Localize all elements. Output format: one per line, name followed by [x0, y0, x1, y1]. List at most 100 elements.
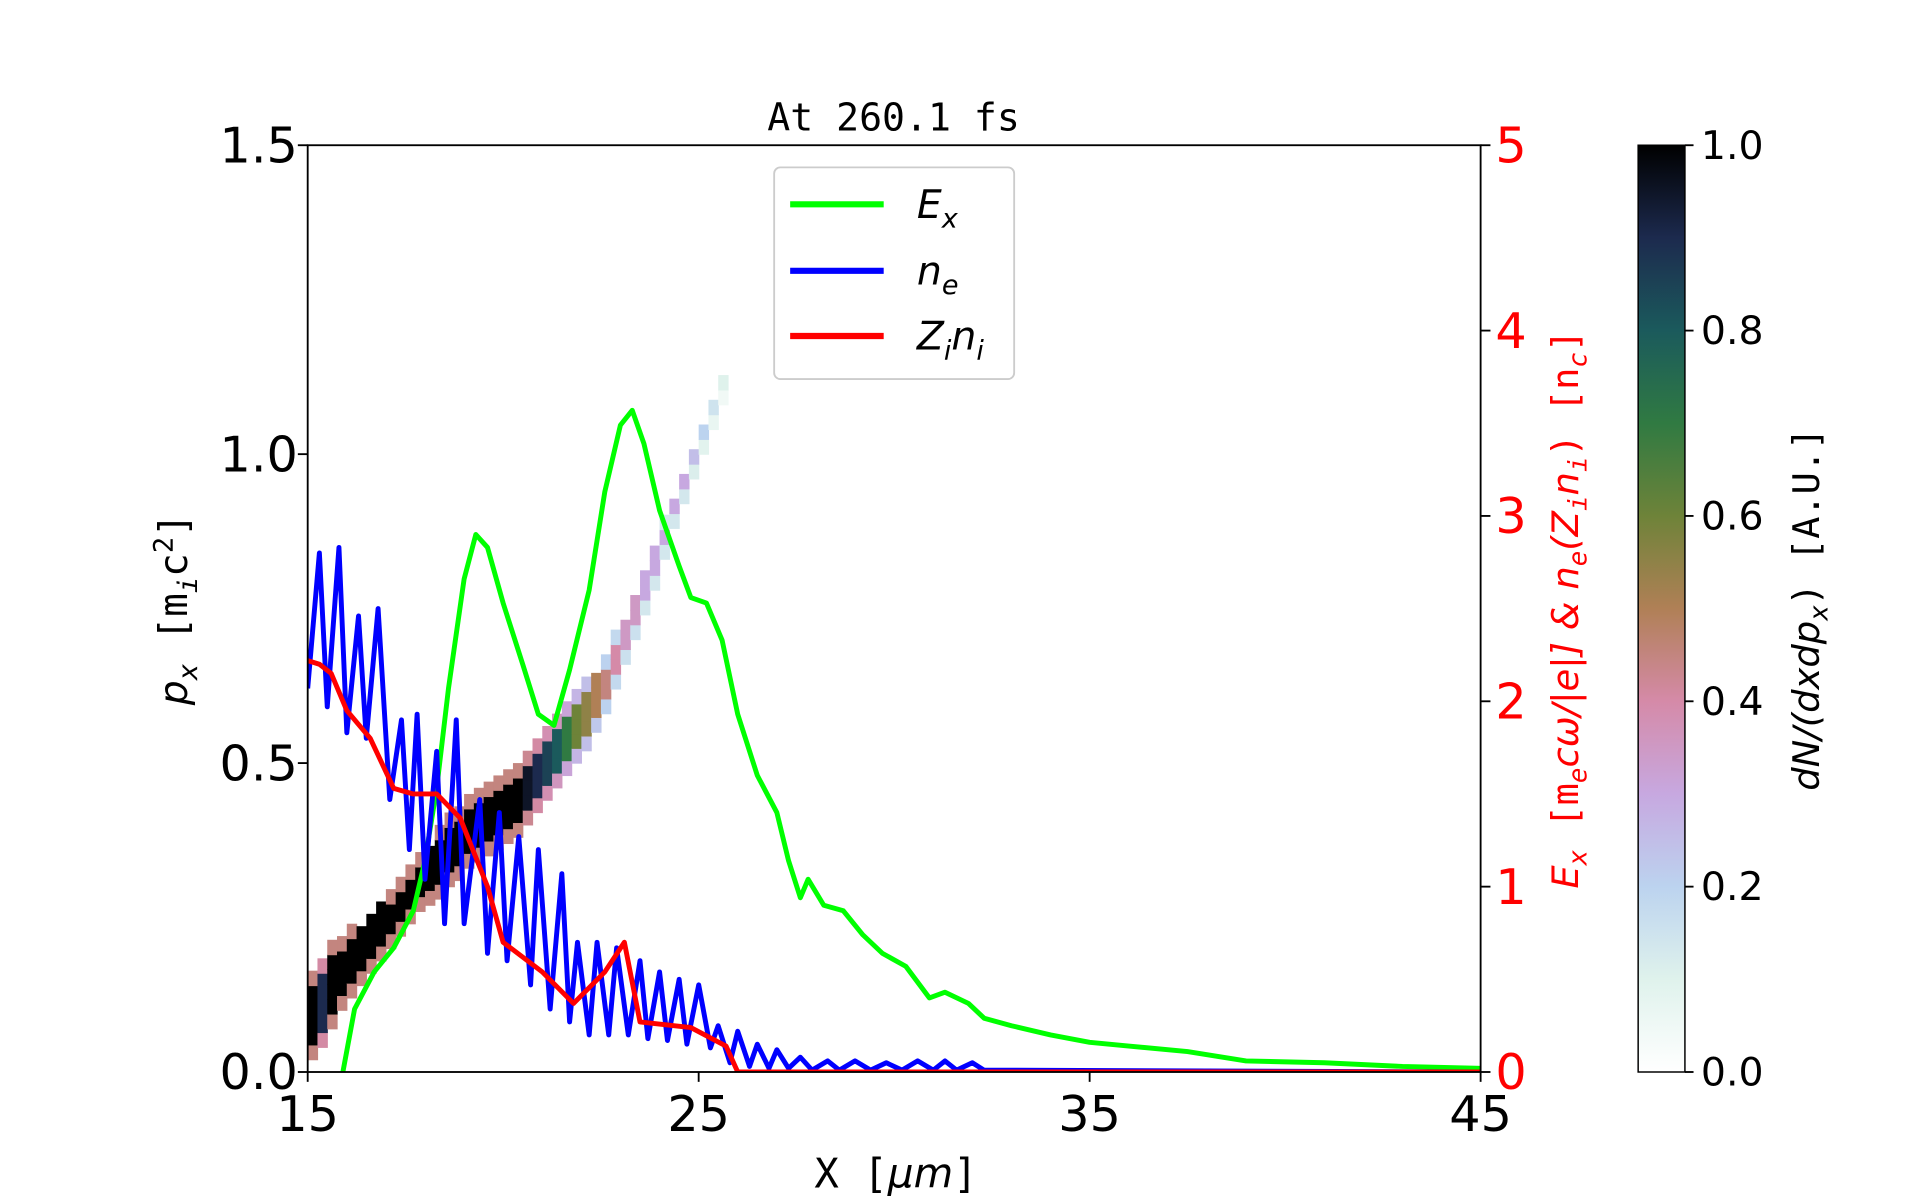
heatmap-cell [581, 735, 592, 752]
heatmap-cell [698, 424, 710, 440]
heatmap-cell [385, 918, 397, 935]
plot-frame [306, 144, 1482, 1073]
heatmap-cell [698, 439, 710, 455]
x-tick-label: 15 [276, 1085, 339, 1143]
heatmap-cell [571, 703, 582, 720]
heatmap-cell [620, 634, 631, 651]
heatmap-cell [688, 449, 700, 465]
heatmap-cell [327, 969, 338, 985]
heatmap-cell [561, 745, 573, 762]
right-y-tick-label: 3 [1495, 487, 1526, 545]
heatmap-cell [532, 782, 543, 799]
heatmap-cell [552, 743, 563, 759]
heatmap-cell [307, 985, 319, 1001]
heatmap-cell [385, 889, 397, 905]
heatmap-cell [376, 945, 387, 962]
colorbar [1637, 144, 1686, 1073]
series-line-ne [307, 544, 1481, 1072]
heatmap-cell [346, 923, 358, 940]
heatmap-cell [346, 953, 358, 969]
heatmap-cell [522, 750, 534, 767]
left-y-axis-label: px [mic2] [148, 513, 204, 706]
heatmap-cell [571, 688, 582, 705]
heatmap-cell [610, 644, 622, 660]
heatmap-cell [552, 772, 563, 789]
heatmap-cell [503, 798, 514, 815]
heatmap-cell [385, 933, 397, 950]
heatmap-cell [473, 832, 485, 848]
heatmap-cell [337, 936, 348, 952]
heatmap-cell [473, 847, 485, 863]
right-y-tick-label: 4 [1495, 302, 1526, 360]
heatmap-cell [552, 728, 563, 744]
heatmap-cell [542, 726, 553, 742]
heatmap-cell [337, 965, 348, 982]
heatmap-cell [630, 624, 641, 641]
heatmap-cell [659, 529, 670, 545]
heatmap-cell [532, 768, 543, 784]
heatmap-cell [522, 765, 534, 781]
heatmap-cell [649, 545, 661, 562]
heatmap-cell [610, 674, 622, 690]
heatmap-cell [434, 869, 446, 885]
right-y-tick-label: 1 [1495, 858, 1526, 916]
heatmap-cell [444, 871, 455, 888]
heatmap-cell [337, 995, 348, 1011]
heatmap-cell [366, 913, 377, 930]
right-y-axis-ticks: 0 1 2 3 4 5 [1480, 116, 1527, 1101]
colorbar-tick-label: 1.0 [1701, 123, 1764, 169]
colorbar-tick-label: 0.0 [1701, 1050, 1764, 1096]
heatmap-cell [415, 896, 426, 912]
legend-label-ne: ne [917, 248, 959, 301]
heatmap-cell [317, 958, 328, 974]
heatmap-cell [317, 1002, 328, 1019]
heatmap-cell [473, 787, 485, 804]
x-axis-ticks: 15 25 35 45 [276, 1072, 1512, 1143]
heatmap-cell [366, 958, 377, 974]
heatmap-cell [395, 891, 407, 908]
heatmap-cell [376, 901, 387, 917]
heatmap-cell [581, 721, 592, 737]
heatmap-cell [307, 970, 319, 987]
heatmap-cell [581, 691, 592, 707]
heatmap-cell [424, 845, 436, 862]
heatmap-cell [366, 943, 377, 959]
heatmap-cell [356, 926, 367, 942]
heatmap-cell [718, 375, 729, 391]
heatmap-cell [630, 609, 641, 626]
heatmap-cell [512, 822, 524, 838]
heatmap-cell [346, 968, 358, 984]
heatmap-cell [640, 599, 651, 616]
legend-box [773, 166, 1016, 380]
heatmap-cell [532, 753, 543, 769]
heatmap-cell [552, 758, 563, 774]
heatmap-cell [483, 811, 495, 827]
heatmap-cell [600, 698, 612, 715]
heatmap-cell [649, 560, 661, 576]
heatmap-cell [337, 950, 348, 967]
heatmap-cell [571, 748, 582, 764]
chart-title: At 260.1 fs [767, 95, 1020, 139]
legend-label-zini: Zini [916, 314, 984, 367]
heatmap-cell [630, 595, 641, 611]
heatmap-cell [415, 852, 426, 868]
heatmap-cell [327, 954, 338, 971]
heatmap-cell [483, 796, 495, 812]
heatmap-cell [317, 1032, 328, 1048]
heatmap-cell [376, 916, 387, 932]
heatmap-cell [503, 784, 514, 800]
heatmap-cell [493, 775, 504, 791]
phase-space-heatmap [307, 375, 729, 1061]
series-line-ex [340, 407, 1481, 1072]
heatmap-cell [356, 941, 367, 957]
colorbar-tick-label: 0.2 [1701, 864, 1764, 910]
heatmap-cell [483, 840, 495, 857]
heatmap-cell [591, 687, 602, 704]
heatmap-cell [464, 823, 475, 840]
heatmap-cell [512, 807, 524, 824]
heatmap-cell [708, 399, 719, 416]
colorbar-tick-label: 0.8 [1701, 308, 1764, 354]
heatmap-cell [317, 973, 328, 989]
right-y-tick-label: 2 [1495, 673, 1526, 731]
heatmap-cell [591, 717, 602, 733]
